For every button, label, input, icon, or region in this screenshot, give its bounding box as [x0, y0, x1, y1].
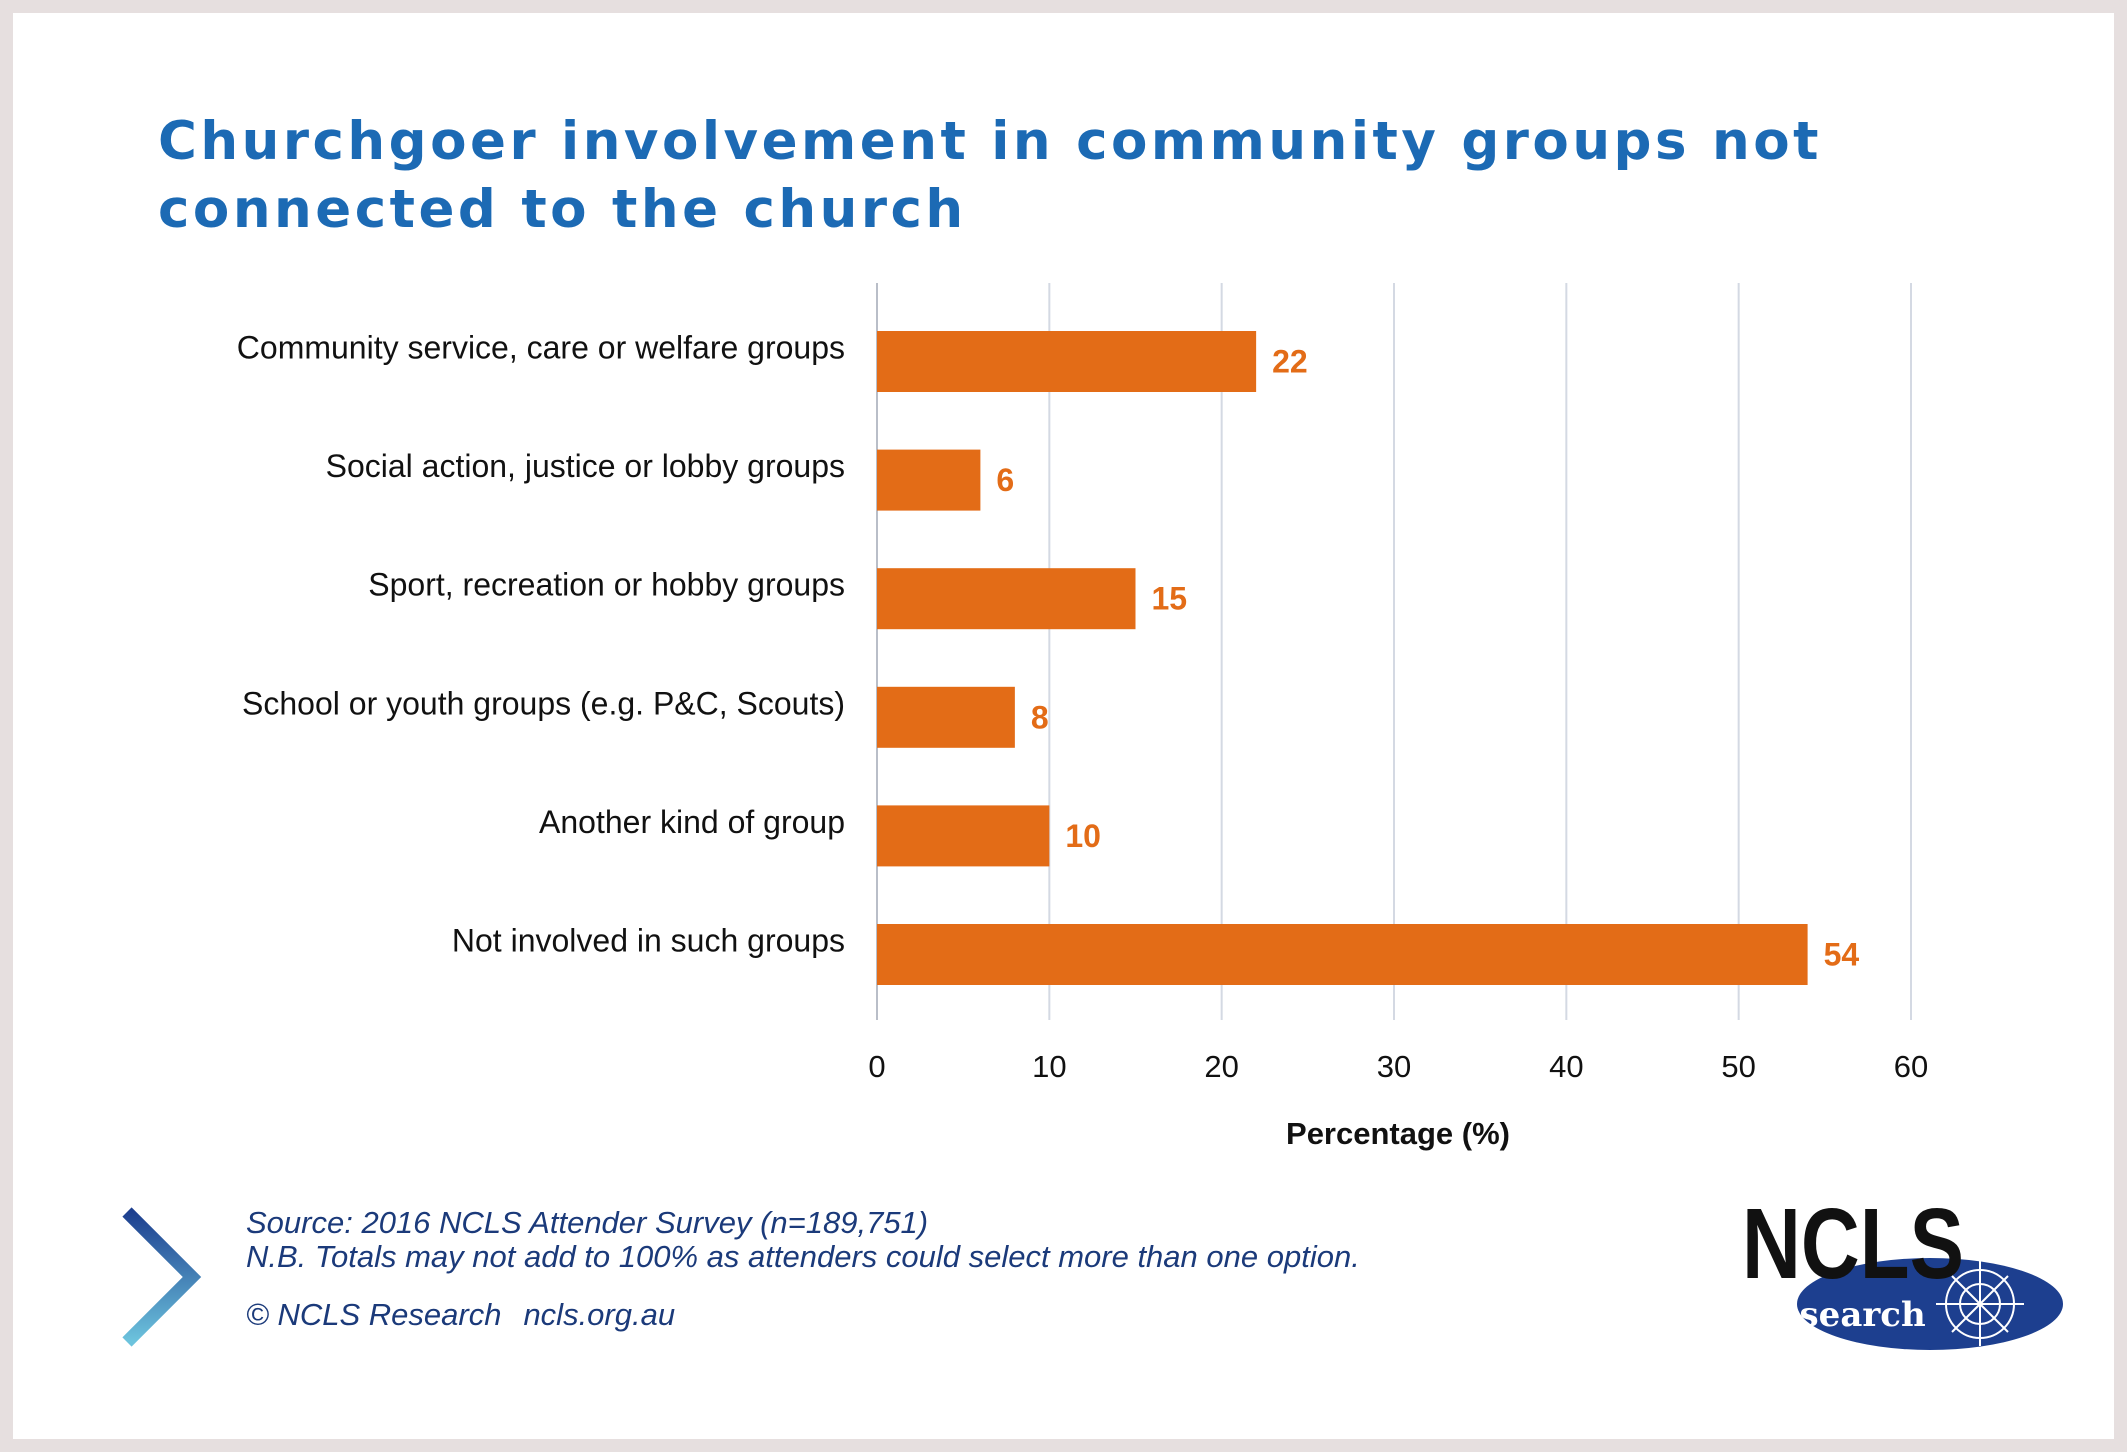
- category-labels: Community service, care or welfare group…: [237, 330, 845, 959]
- bar: [877, 805, 1050, 867]
- x-tick-label: 50: [1721, 1049, 1755, 1084]
- footnote: N.B. Totals may not add to 100% as atten…: [246, 1239, 1360, 1274]
- compass-icon: [1936, 1242, 2024, 1346]
- bars: [877, 331, 1808, 985]
- source-note: Source: 2016 NCLS Attender Survey (n=189…: [246, 1205, 929, 1240]
- category-label: Community service, care or welfare group…: [237, 330, 845, 366]
- x-tick-labels: 0 10 20 30 40 50 60: [868, 1049, 1928, 1084]
- logo-subtitle: research: [1760, 1295, 1926, 1335]
- credits: © NCLS Research ncls.org.au: [246, 1298, 1360, 1332]
- copyright-text: © NCLS Research: [246, 1297, 502, 1332]
- chart-card: [13, 13, 2114, 1439]
- bar: [877, 686, 1015, 748]
- category-label: Social action, justice or lobby groups: [326, 448, 845, 484]
- bar: [877, 568, 1136, 630]
- x-tick-label: 10: [1032, 1049, 1066, 1084]
- data-label: 15: [1152, 581, 1188, 617]
- data-label: 8: [1031, 699, 1049, 735]
- data-label: 54: [1824, 937, 1860, 973]
- data-label: 6: [996, 462, 1014, 498]
- x-tick-label: 0: [868, 1049, 885, 1084]
- x-tick-label: 40: [1549, 1049, 1583, 1084]
- gridlines: [876, 283, 1912, 1020]
- x-tick-label: 20: [1204, 1049, 1238, 1084]
- bar: [877, 449, 981, 511]
- ncls-logo: NCLS research: [1740, 1188, 2070, 1361]
- x-tick-label: 60: [1894, 1049, 1928, 1084]
- x-tick-label: 30: [1377, 1049, 1411, 1084]
- bar: [877, 331, 1257, 392]
- chart-title: Churchgoer involvement in community grou…: [158, 111, 1822, 240]
- chevron-right-icon: [110, 1200, 210, 1355]
- category-label: School or youth groups (e.g. P&C, Scouts…: [242, 685, 845, 721]
- website-link[interactable]: ncls.org.au: [523, 1297, 676, 1332]
- bar: [877, 924, 1808, 985]
- category-label: Sport, recreation or hobby groups: [368, 567, 845, 603]
- data-labels: 22 6 15 8 10 54: [996, 344, 1859, 973]
- chart-footer: Source: 2016 NCLS Attender Survey (n=189…: [246, 1206, 1360, 1332]
- data-label: 10: [1065, 818, 1101, 854]
- category-label: Another kind of group: [539, 804, 845, 840]
- category-label: Not involved in such groups: [452, 923, 845, 959]
- x-axis-label: Percentage (%): [1286, 1116, 1510, 1151]
- data-label: 22: [1272, 344, 1308, 380]
- logo-wordmark: NCLS: [1742, 1196, 1964, 1300]
